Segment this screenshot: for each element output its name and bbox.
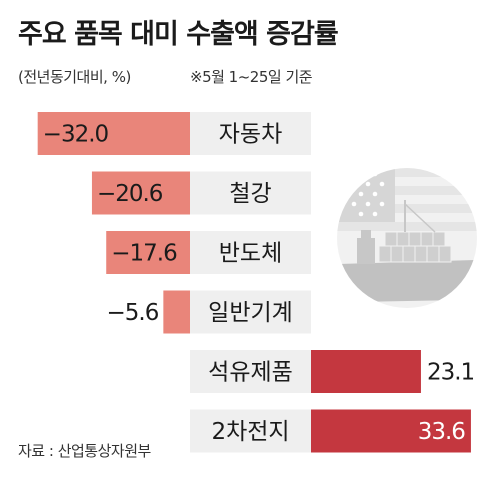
category-label: 반도체 <box>219 241 282 267</box>
bar-negative <box>163 290 190 334</box>
bar-negative <box>91 171 190 215</box>
chart-note: ※5월 1~25일 기준 <box>190 68 313 86</box>
bar-value-label: −5.6 <box>106 300 158 326</box>
category-label-box <box>190 409 311 453</box>
category-label: 2차전지 <box>211 419 289 445</box>
chart-title: 주요 품목 대미 수출액 증감률 <box>18 19 339 50</box>
bar-value-label: −32.0 <box>43 122 109 148</box>
category-label-box <box>190 350 311 393</box>
cargo-ship-flag-icon <box>337 168 477 308</box>
category-label-box <box>190 171 311 215</box>
category-label-box <box>190 290 311 334</box>
category-label: 자동차 <box>219 122 282 148</box>
category-label-box <box>190 231 311 274</box>
bar-value-label: 23.1 <box>427 360 474 386</box>
bar-negative <box>37 112 191 155</box>
bar-negative <box>106 231 190 274</box>
bar-positive <box>311 409 471 453</box>
category-label: 석유제품 <box>208 360 293 386</box>
bar-value-label: −20.6 <box>97 181 163 207</box>
chart-subtitle: (전년동기대비, %) <box>18 68 131 86</box>
category-label-box <box>190 112 311 155</box>
bar-value-label: −17.6 <box>111 241 177 267</box>
category-label: 일반기계 <box>208 300 293 326</box>
category-label: 철강 <box>229 181 271 207</box>
bar-value-label: 33.6 <box>418 419 466 445</box>
source-note: 자료 : 산업통상자원부 <box>18 442 151 460</box>
bar-positive <box>311 350 421 393</box>
